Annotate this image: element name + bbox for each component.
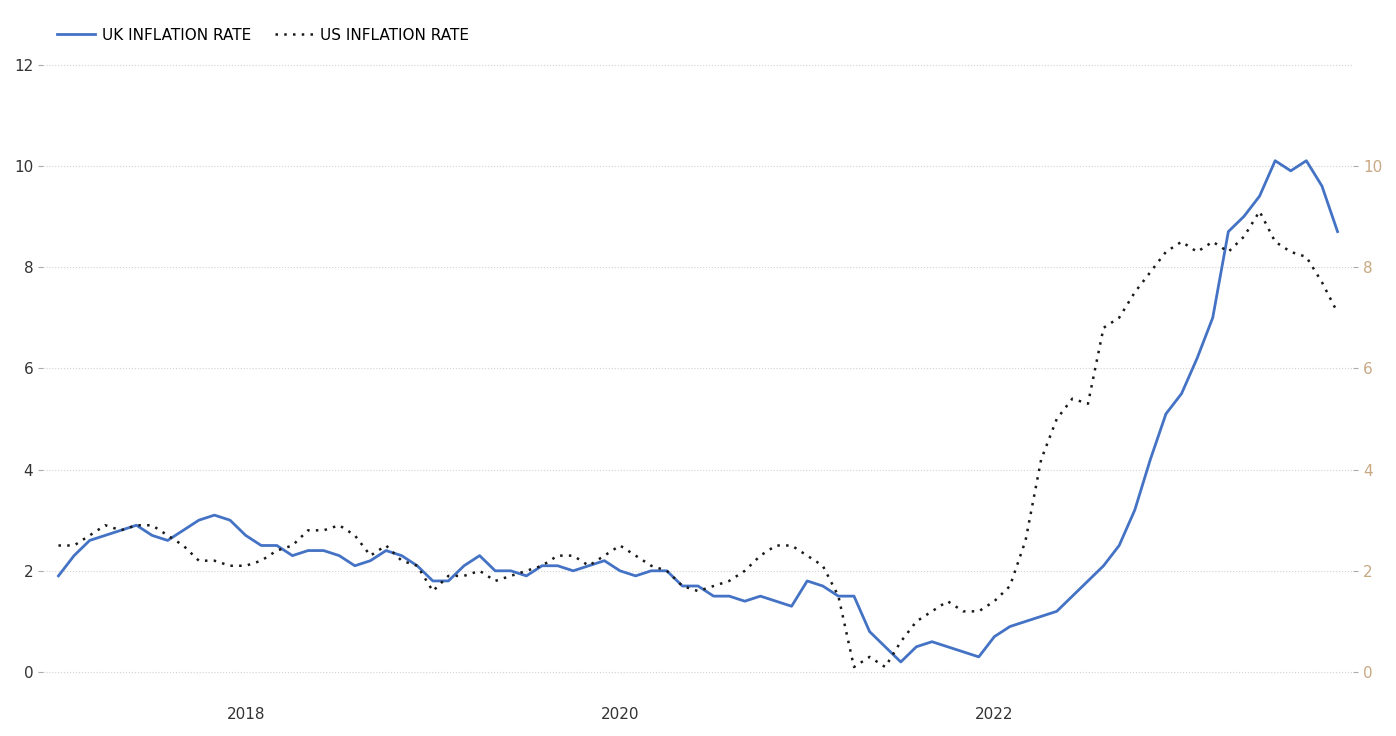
UK INFLATION RATE: [986, 632, 1002, 641]
US INFLATION RATE: [128, 521, 145, 530]
US INFLATION RATE: [237, 562, 254, 570]
US INFLATION RATE: [846, 662, 863, 671]
UK INFLATION RATE: [237, 531, 254, 539]
US INFLATION RATE: [1064, 394, 1081, 403]
UK INFLATION RATE: [128, 521, 145, 530]
Line: UK INFLATION RATE: UK INFLATION RATE: [59, 160, 1337, 662]
Legend: UK INFLATION RATE, US INFLATION RATE: UK INFLATION RATE, US INFLATION RATE: [50, 21, 476, 49]
UK INFLATION RATE: [1064, 592, 1081, 601]
US INFLATION RATE: [814, 562, 831, 570]
Line: US INFLATION RATE: US INFLATION RATE: [59, 211, 1337, 667]
US INFLATION RATE: [1251, 207, 1268, 216]
US INFLATION RATE: [986, 597, 1002, 606]
UK INFLATION RATE: [814, 581, 831, 590]
UK INFLATION RATE: [50, 571, 67, 580]
UK INFLATION RATE: [1266, 156, 1283, 165]
US INFLATION RATE: [1329, 308, 1346, 317]
UK INFLATION RATE: [892, 657, 909, 666]
UK INFLATION RATE: [1329, 227, 1346, 236]
US INFLATION RATE: [50, 541, 67, 550]
UK INFLATION RATE: [315, 546, 332, 555]
US INFLATION RATE: [315, 526, 332, 535]
